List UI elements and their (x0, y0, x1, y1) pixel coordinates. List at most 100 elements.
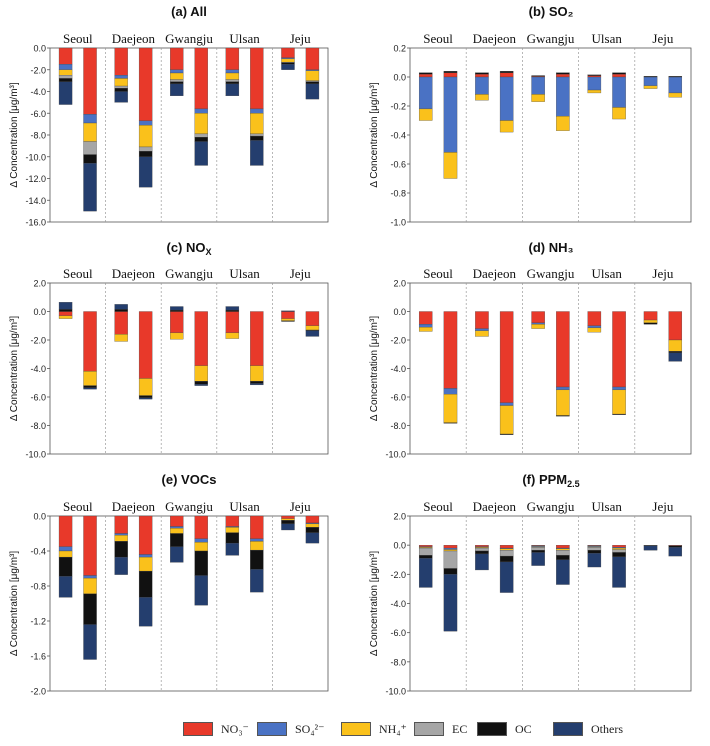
y-tick-label: -16.0 (25, 218, 46, 228)
bar-segment-nh4 (612, 107, 626, 120)
bar-segment-nh4 (668, 92, 683, 98)
legend-item-nh4: NH₄⁺ (341, 720, 407, 738)
bar-segment-no3 (556, 311, 570, 388)
bar-segment-ec (612, 549, 626, 553)
bar-segment-oc (194, 137, 208, 142)
bar-segment-no3 (114, 515, 128, 534)
y-tick-label: -6.0 (390, 393, 406, 403)
bar-segment-no3 (281, 515, 295, 519)
bar-segment-nh4 (305, 325, 320, 331)
bar-segment-so4 (114, 533, 128, 536)
y-tick-label: -2.0 (30, 336, 46, 346)
bar-segment-so4 (443, 547, 458, 550)
bar-segment-others (281, 64, 295, 70)
y-tick-label: -2.0 (30, 687, 46, 697)
bar-segment-nh4 (668, 339, 683, 352)
bar-segment-others (170, 306, 184, 311)
bar-segment-nh4 (643, 319, 658, 324)
y-tick-label: 2.0 (393, 279, 406, 289)
y-tick-label: -6.0 (30, 109, 46, 119)
bar-segment-no3 (58, 311, 73, 316)
category-label: Jeju (290, 499, 311, 514)
bar-segment-oc (612, 552, 626, 557)
bar-segment-ec (531, 547, 545, 551)
y-tick-label: -2.0 (390, 336, 406, 346)
bar-segment-nh4 (556, 389, 570, 416)
bar-segment-oc (281, 62, 295, 65)
category-label: Daejeon (473, 499, 517, 514)
y-tick-label: -1.0 (390, 218, 406, 228)
bar-segment-nh4 (643, 85, 658, 89)
bar-segment-no3 (250, 515, 264, 539)
bar-segment-others (58, 302, 73, 310)
category-label: Gwangju (165, 266, 213, 281)
bar-segment-no3 (170, 47, 184, 70)
bar-segment-oc (281, 320, 295, 322)
bar-segment-no3 (668, 311, 683, 341)
bar-segment-so4 (58, 546, 73, 552)
bar-segment-so4 (587, 325, 602, 329)
chart-panel-d: (d) NH₃ 2.0 0.0 -2.0 -4.0 -6.0 -8.0 -10.0 Seoul D… (369, 240, 692, 460)
bar-segment-so4 (418, 324, 433, 328)
bar-segment-oc (475, 72, 489, 75)
y-tick-label: -1.6 (30, 652, 46, 662)
bar-segment-ec (138, 146, 153, 152)
bar-segment-oc (612, 413, 626, 415)
bar-segment-so4 (58, 64, 73, 70)
legend-item-others: Others (553, 720, 623, 738)
bar-segment-nh4 (587, 89, 602, 94)
bar-segment-oc (58, 309, 73, 312)
chart-title: (f) PPM2.5 (522, 472, 579, 489)
bar-segment-others (612, 556, 626, 588)
bar-segment-ec (499, 550, 514, 557)
legend-item-so4: SO₄²⁻ (257, 720, 324, 738)
y-tick-label: -8.0 (30, 421, 46, 431)
category-label: Daejeon (473, 266, 517, 281)
bar-segment-others (138, 597, 153, 627)
bar-segment-nh4 (194, 113, 208, 135)
bar-segment-nh4 (83, 577, 97, 595)
bar-segment-oc (643, 76, 658, 78)
bar-segment-so4 (138, 120, 153, 126)
bar-segment-oc (194, 550, 208, 576)
bar-segment-ec (587, 547, 602, 551)
bar-segment-no3 (556, 545, 570, 549)
legend-swatch (477, 722, 507, 736)
y-axis-label: Δ Concentration [μg/m³] (369, 82, 380, 187)
y-tick-label: -0.4 (30, 547, 46, 557)
y-tick-label: 0.0 (393, 73, 406, 83)
bar-segment-oc (587, 74, 602, 76)
y-tick-label: -4.0 (390, 364, 406, 374)
bar-segment-others (531, 552, 545, 566)
bar-segment-no3 (443, 545, 458, 549)
category-label: Ulsan (592, 266, 623, 281)
chart-panel-b: (b) SO₂ 0.2 0.0 -0.2 -0.4 -0.6 -0.8 -1.0 Seoul Da… (369, 4, 692, 228)
y-tick-label: -6.0 (390, 628, 406, 638)
bar-segment-so4 (668, 76, 683, 94)
bar-segment-nh4 (225, 72, 240, 80)
chart-title: (d) NH₃ (529, 240, 574, 255)
bar-segment-oc (499, 433, 514, 435)
category-label: Seoul (423, 266, 453, 281)
bar-segment-no3 (114, 311, 128, 335)
y-tick-label: 0.2 (393, 44, 406, 54)
bar-segment-no3 (305, 47, 320, 70)
chart-title-subscript: X (205, 247, 211, 257)
bar-segment-so4 (612, 76, 626, 108)
bar-segment-others (305, 330, 320, 337)
bar-segment-no3 (138, 515, 153, 555)
bar-segment-others (194, 384, 208, 386)
bar-segment-no3 (587, 75, 602, 78)
y-axis-label: Δ Concentration [μg/m³] (369, 316, 380, 421)
bar-segment-others (83, 163, 97, 212)
bar-segment-so4 (531, 76, 545, 95)
category-label: Jeju (290, 31, 311, 46)
bar-segment-others (305, 83, 320, 100)
bar-segment-so4 (194, 538, 208, 543)
bar-segment-nh4 (194, 365, 208, 382)
bar-segment-oc (114, 309, 128, 312)
bar-segment-nh4 (83, 371, 97, 386)
bar-segment-nh4 (531, 94, 545, 102)
bar-segment-nh4 (250, 365, 264, 382)
legend-label: NO₃⁻ (221, 721, 249, 736)
